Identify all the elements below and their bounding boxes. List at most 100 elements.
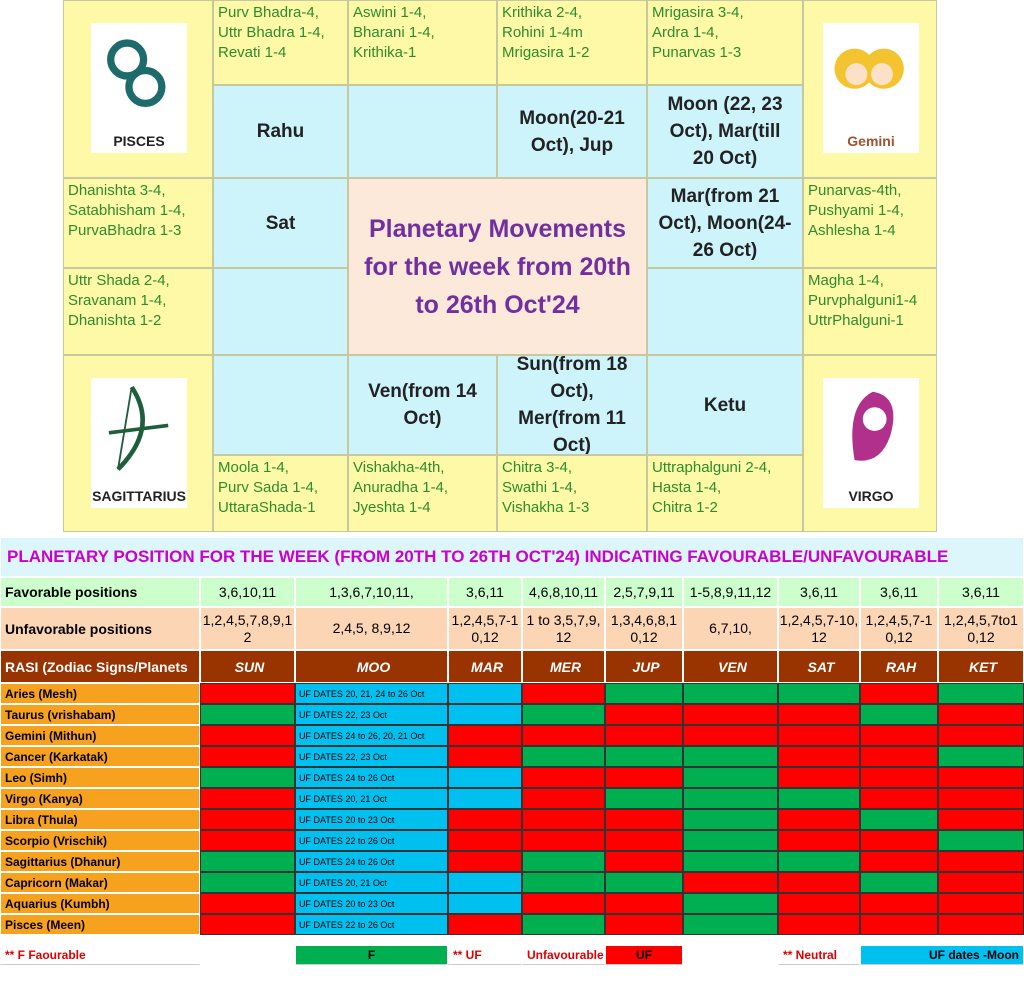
planet-cell: Mar(from 21 Oct), Moon(24- 26 Oct)	[647, 178, 803, 268]
legend-item: ** Neutral	[778, 945, 860, 965]
status-cell	[778, 809, 860, 830]
planet-cell	[213, 355, 348, 455]
status-cell	[200, 704, 295, 725]
sign-emblem: VIRGO	[823, 378, 919, 508]
status-cell	[522, 830, 605, 851]
position-cell: 1,2,4,5,7-10,12	[860, 607, 938, 650]
status-cell	[448, 809, 522, 830]
rasi-name: Capricorn (Makar)	[0, 872, 200, 893]
position-cell: 6,7,10,	[683, 607, 778, 650]
nakshatra-cell: Uttr Shada 2-4, Sravanam 1-4, Dhanishta …	[63, 268, 213, 355]
sign-emblem: SAGITTARIUS	[91, 378, 187, 508]
status-cell	[683, 809, 778, 830]
sign-label: PISCES	[113, 133, 165, 149]
status-cell	[683, 683, 778, 704]
status-cell	[683, 746, 778, 767]
legend-item: ** UF	[448, 945, 522, 965]
sign-label: VIRGO	[848, 488, 894, 504]
status-cell	[778, 872, 860, 893]
column-header: MER	[522, 650, 605, 683]
status-cell	[605, 872, 683, 893]
status-cell	[860, 683, 938, 704]
nakshatra-cell: Uttraphalguni 2-4, Hasta 1-4, Chitra 1-2	[647, 455, 803, 532]
position-cell: 1 to 3,5,7,9,12	[522, 607, 605, 650]
status-cell: UF DATES 20, 21 Oct	[295, 872, 448, 893]
status-cell	[605, 851, 683, 872]
status-cell	[605, 746, 683, 767]
status-cell	[938, 893, 1024, 914]
sign-cell: PISCES	[63, 0, 213, 178]
rasi-name: Libra (Thula)	[0, 809, 200, 830]
rasi-name: Aquarius (Kumbh)	[0, 893, 200, 914]
status-cell: UF DATES 20, 21 Oct	[295, 788, 448, 809]
position-cell: 3,6,11	[448, 577, 522, 607]
status-cell	[448, 830, 522, 851]
rasi-name: Cancer (Karkatak)	[0, 746, 200, 767]
position-cell: 3,6,11	[860, 577, 938, 607]
status-cell	[938, 872, 1024, 893]
position-cell: 3,6,11	[938, 577, 1024, 607]
status-cell	[522, 683, 605, 704]
status-cell	[200, 851, 295, 872]
position-cell: 1,3,4,6,8,10,12	[605, 607, 683, 650]
status-cell	[522, 767, 605, 788]
status-cell	[683, 704, 778, 725]
nakshatra-cell: Aswini 1-4, Bharani 1-4, Krithika-1	[348, 0, 497, 85]
row-label: Unfavorable positions	[0, 607, 200, 650]
status-cell	[683, 788, 778, 809]
position-cell: 4,6,8,10,11	[522, 577, 605, 607]
rasi-name: Gemini (Mithun)	[0, 725, 200, 746]
status-cell	[522, 788, 605, 809]
status-cell	[200, 893, 295, 914]
nakshatra-cell: Moola 1-4, Purv Sada 1-4, UttaraShada-1	[213, 455, 348, 532]
status-cell	[605, 809, 683, 830]
status-cell: UF DATES 20, 21, 24 to 26 Oct	[295, 683, 448, 704]
status-cell	[860, 851, 938, 872]
table-title: PLANETARY POSITION FOR THE WEEK (FROM 20…	[0, 537, 1024, 577]
status-cell	[860, 746, 938, 767]
status-cell	[522, 914, 605, 935]
status-cell	[200, 830, 295, 851]
position-cell: 1,2,4,5,7-10,12	[778, 607, 860, 650]
status-cell	[448, 893, 522, 914]
status-cell	[200, 746, 295, 767]
rasi-name: Virgo (Kanya)	[0, 788, 200, 809]
status-cell	[683, 893, 778, 914]
status-cell	[448, 851, 522, 872]
status-cell	[938, 914, 1024, 935]
sign-icon	[834, 48, 904, 89]
nakshatra-cell: Purv Bhadra-4, Uttr Bhadra 1-4, Revati 1…	[213, 0, 348, 85]
status-cell	[860, 788, 938, 809]
status-cell	[522, 893, 605, 914]
status-cell	[938, 767, 1024, 788]
status-cell: UF DATES 24 to 26 Oct	[295, 851, 448, 872]
sign-cell: VIRGO	[803, 355, 937, 532]
status-cell	[938, 851, 1024, 872]
status-cell	[860, 725, 938, 746]
chart-title: Planetary Movements for the week from 20…	[348, 178, 647, 355]
status-cell	[778, 683, 860, 704]
rasi-name: Pisces (Meen)	[0, 914, 200, 935]
status-cell	[200, 914, 295, 935]
sign-label: Gemini	[847, 133, 895, 149]
status-cell	[200, 809, 295, 830]
rasi-name: Taurus (vrishabam)	[0, 704, 200, 725]
position-cell: 1,3,6,7,10,11,	[295, 577, 448, 607]
sign-cell: SAGITTARIUS	[63, 355, 213, 532]
status-cell: UF DATES 20 to 23 Oct	[295, 893, 448, 914]
status-cell	[448, 872, 522, 893]
column-header: RASI (Zodiac Signs/Planets	[0, 650, 200, 683]
planet-cell: Moon(20-21 Oct), Jup	[497, 85, 647, 178]
planet-cell: Sat	[213, 178, 348, 268]
status-cell	[448, 788, 522, 809]
position-cell: 1,2,4,5,7to10,12	[938, 607, 1024, 650]
status-cell	[938, 683, 1024, 704]
status-cell	[605, 767, 683, 788]
legend-item: UF dates -Moon	[860, 945, 1024, 965]
status-cell	[605, 830, 683, 851]
status-cell	[778, 914, 860, 935]
sign-icon	[852, 391, 894, 461]
status-cell	[448, 704, 522, 725]
column-header: RAH	[860, 650, 938, 683]
status-cell: UF DATES 24 to 26, 20, 21 Oct	[295, 725, 448, 746]
